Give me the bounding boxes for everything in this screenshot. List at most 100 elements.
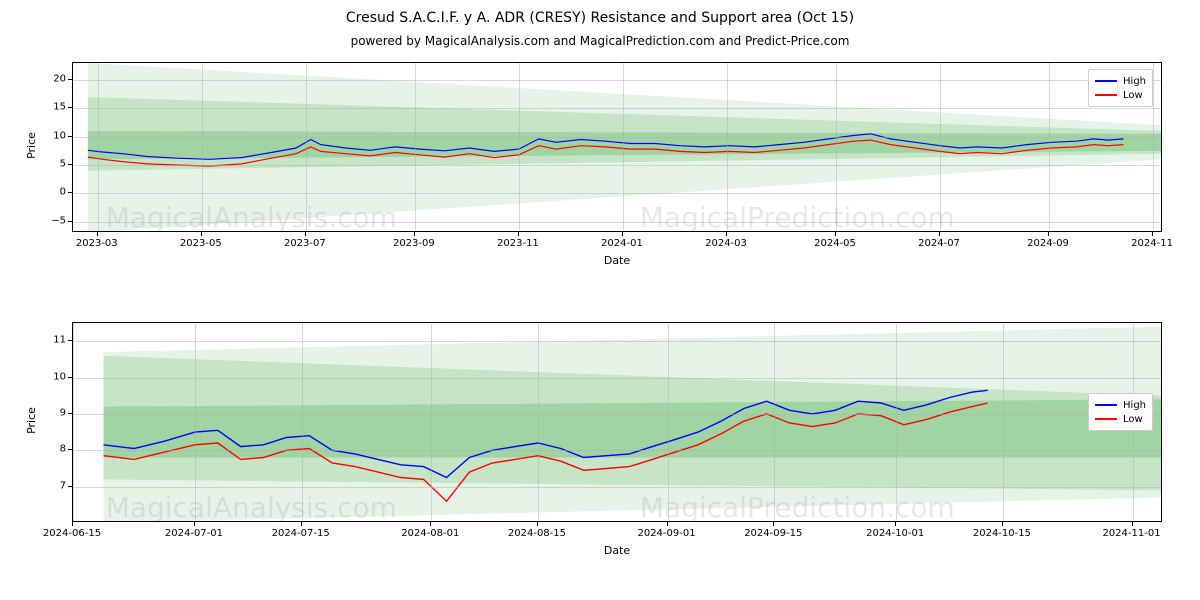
x-tick-label: 2023-11 xyxy=(497,238,539,249)
legend-label: High xyxy=(1123,400,1146,411)
gridline xyxy=(519,63,520,231)
y-tick-mark xyxy=(68,136,72,137)
gridline xyxy=(73,193,1161,194)
gridline xyxy=(98,63,99,231)
y-tick-mark xyxy=(68,164,72,165)
x-tick-mark xyxy=(835,232,836,236)
chart-top-svg xyxy=(73,63,1161,231)
x-tick-label: 2024-03 xyxy=(705,238,747,249)
y-tick-label: 5 xyxy=(42,159,66,170)
x-tick-mark xyxy=(1152,232,1153,236)
gridline xyxy=(73,222,1161,223)
x-tick-label: 2023-03 xyxy=(76,238,118,249)
gridline xyxy=(896,323,897,521)
legend-item: High xyxy=(1095,74,1146,88)
figure-suptitle: Cresud S.A.C.I.F. y A. ADR (CRESY) Resis… xyxy=(0,10,1200,26)
x-tick-label: 2024-07 xyxy=(918,238,960,249)
x-tick-mark xyxy=(518,232,519,236)
gridline xyxy=(302,323,303,521)
gridline xyxy=(73,323,74,521)
x-tick-label: 2024-09 xyxy=(1027,238,1069,249)
gridline xyxy=(73,137,1161,138)
x-tick-mark xyxy=(301,522,302,526)
y-tick-mark xyxy=(68,486,72,487)
gridline xyxy=(73,487,1161,488)
chart-bottom-axes: MagicalAnalysis.com MagicalPrediction.co… xyxy=(72,322,1162,522)
y-tick-mark xyxy=(68,377,72,378)
x-tick-mark xyxy=(305,232,306,236)
y-tick-label: 10 xyxy=(42,130,66,141)
x-tick-mark xyxy=(194,522,195,526)
gridline xyxy=(940,63,941,231)
x-tick-mark xyxy=(1132,522,1133,526)
chart-bottom-plot-area: MagicalAnalysis.com MagicalPrediction.co… xyxy=(73,323,1161,521)
gridline xyxy=(623,63,624,231)
y-tick-label: 10 xyxy=(42,371,66,382)
y-tick-mark xyxy=(68,221,72,222)
gridline xyxy=(538,323,539,521)
legend-item: Low xyxy=(1095,412,1146,426)
x-tick-label: 2023-07 xyxy=(284,238,326,249)
x-tick-mark xyxy=(622,232,623,236)
y-tick-label: 7 xyxy=(42,480,66,491)
gridline xyxy=(306,63,307,231)
y-tick-mark xyxy=(68,340,72,341)
x-tick-mark xyxy=(667,522,668,526)
chart-top-ylabel: Price xyxy=(25,132,38,159)
x-tick-label: 2024-08-01 xyxy=(401,528,459,539)
x-tick-label: 2024-05 xyxy=(814,238,856,249)
x-tick-label: 2024-11-01 xyxy=(1102,528,1160,539)
x-tick-label: 2024-10-15 xyxy=(973,528,1031,539)
gridline xyxy=(1049,63,1050,231)
gridline xyxy=(73,378,1161,379)
legend-item: Low xyxy=(1095,88,1146,102)
gridline xyxy=(73,414,1161,415)
x-tick-label: 2024-10-01 xyxy=(866,528,924,539)
y-tick-label: 15 xyxy=(42,102,66,113)
y-tick-mark xyxy=(68,192,72,193)
y-tick-mark xyxy=(68,413,72,414)
chart-bottom-ylabel: Price xyxy=(25,407,38,434)
y-tick-mark xyxy=(68,449,72,450)
gridline xyxy=(727,63,728,231)
x-tick-mark xyxy=(1002,522,1003,526)
figure: Cresud S.A.C.I.F. y A. ADR (CRESY) Resis… xyxy=(0,0,1200,600)
gridline xyxy=(1153,63,1154,231)
gridline xyxy=(73,450,1161,451)
x-tick-mark xyxy=(726,232,727,236)
legend-label: High xyxy=(1123,76,1146,87)
gridline xyxy=(73,108,1161,109)
legend-swatch xyxy=(1095,94,1117,96)
x-tick-label: 2024-09-15 xyxy=(744,528,802,539)
legend-swatch xyxy=(1095,80,1117,82)
gridline xyxy=(668,323,669,521)
x-tick-mark xyxy=(430,522,431,526)
x-tick-mark xyxy=(939,232,940,236)
x-tick-mark xyxy=(895,522,896,526)
legend-label: Low xyxy=(1123,414,1143,425)
gridline xyxy=(774,323,775,521)
x-tick-label: 2024-11 xyxy=(1131,238,1173,249)
x-tick-label: 2023-05 xyxy=(180,238,222,249)
gridline xyxy=(73,341,1161,342)
x-tick-label: 2024-01 xyxy=(601,238,643,249)
chart-top-legend: HighLow xyxy=(1088,69,1153,107)
chart-bottom-xlabel: Date xyxy=(72,544,1162,557)
y-tick-label: 8 xyxy=(42,444,66,455)
gridline xyxy=(415,63,416,231)
legend-swatch xyxy=(1095,418,1117,420)
x-tick-mark xyxy=(414,232,415,236)
x-tick-mark xyxy=(201,232,202,236)
chart-bottom-svg xyxy=(73,323,1161,521)
gridline xyxy=(431,323,432,521)
chart-bottom-legend: High Low xyxy=(1088,393,1153,431)
chart-top-plot-area: MagicalAnalysis.com MagicalPrediction.co… xyxy=(73,63,1161,231)
figure-subtitle: powered by MagicalAnalysis.com and Magic… xyxy=(0,34,1200,48)
x-tick-label: 2024-07-01 xyxy=(165,528,223,539)
x-tick-mark xyxy=(537,522,538,526)
x-tick-mark xyxy=(1048,232,1049,236)
x-tick-mark xyxy=(97,232,98,236)
y-tick-label: 0 xyxy=(42,187,66,198)
gridline xyxy=(195,323,196,521)
legend-item: High xyxy=(1095,398,1146,412)
